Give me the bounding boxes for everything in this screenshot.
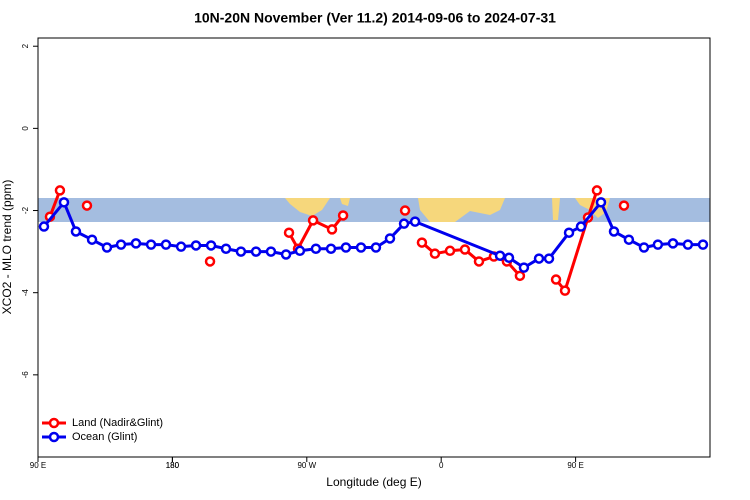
data-point: [355, 242, 367, 253]
data-point: [250, 246, 262, 257]
x-tick-label: 0: [439, 461, 444, 470]
data-point: [697, 239, 709, 250]
data-point: [638, 242, 650, 253]
land-patch: [285, 198, 305, 204]
data-point: [591, 185, 603, 196]
y-tick-label: 0: [21, 126, 30, 131]
data-point: [416, 237, 428, 248]
data-point: [81, 200, 93, 211]
data-point: [325, 243, 337, 254]
data-point: [459, 244, 471, 255]
data-point: [86, 234, 98, 245]
data-point: [54, 185, 66, 196]
data-point: [115, 239, 127, 250]
y-tick-label: -6: [21, 371, 30, 379]
legend-marker: [48, 431, 60, 443]
data-point: [58, 197, 70, 208]
data-point: [280, 249, 292, 260]
data-point: [38, 221, 50, 232]
y-tick-label: -2: [21, 206, 30, 214]
data-point: [160, 239, 172, 250]
chart-title: 10N-20N November (Ver 11.2) 2014-09-06 t…: [194, 10, 556, 26]
data-point: [145, 239, 157, 250]
plot-frame: [37, 37, 711, 458]
data-point: [340, 242, 352, 253]
data-point: [429, 248, 441, 259]
data-point: [204, 256, 216, 267]
data-point: [190, 240, 202, 251]
data-point: [294, 245, 306, 257]
data-point: [533, 253, 545, 264]
data-point: [337, 210, 349, 221]
x-tick-label: 180: [166, 461, 180, 470]
land-patch: [340, 198, 350, 206]
data-point: [608, 226, 620, 237]
legend-label: Land (Nadir&Glint): [72, 417, 163, 429]
x-axis-label: Longitude (deg E): [326, 475, 421, 489]
data-point: [384, 233, 396, 244]
land-patch: [418, 198, 505, 222]
data-point: [265, 246, 277, 257]
y-tick-label: -4: [21, 289, 30, 297]
y-tick-label: 2: [21, 43, 30, 48]
data-point: [575, 221, 587, 232]
x-tick-label: 90 E: [30, 461, 46, 470]
data-point: [595, 197, 607, 208]
y-axis-label: XCO2 - MLO trend (ppm): [0, 180, 14, 315]
data-point: [682, 239, 694, 250]
data-point: [307, 215, 319, 226]
data-point: [370, 242, 382, 253]
data-point: [175, 241, 187, 252]
data-point: [667, 238, 679, 249]
data-point: [70, 226, 82, 237]
data-point: [563, 227, 575, 238]
land-patch: [552, 198, 560, 220]
data-point: [444, 245, 456, 257]
data-point: [220, 243, 232, 254]
data-point: [235, 246, 247, 257]
legend-label: Ocean (Glint): [72, 431, 137, 443]
data-point: [310, 243, 322, 254]
data-point: [326, 224, 338, 235]
data-point: [494, 250, 506, 261]
data-point: [543, 253, 555, 264]
data-point: [473, 256, 485, 267]
x-tick-label: 90 W: [297, 461, 316, 470]
data-point: [518, 262, 530, 273]
data-point: [398, 218, 410, 229]
data-point: [623, 234, 635, 245]
data-point: [101, 242, 113, 253]
data-point: [514, 270, 526, 282]
x-tick-label: 180: [166, 461, 180, 470]
data-point: [205, 240, 217, 251]
data-point: [283, 227, 295, 238]
data-point: [652, 239, 664, 250]
data-point: [550, 274, 562, 285]
data-point: [399, 205, 411, 216]
data-point: [130, 238, 142, 249]
data-point: [409, 216, 421, 227]
data-point: [618, 200, 630, 211]
data-point: [559, 285, 571, 296]
legend-marker: [48, 417, 60, 429]
data-point: [503, 252, 515, 264]
x-tick-label: 90 E: [567, 461, 583, 470]
